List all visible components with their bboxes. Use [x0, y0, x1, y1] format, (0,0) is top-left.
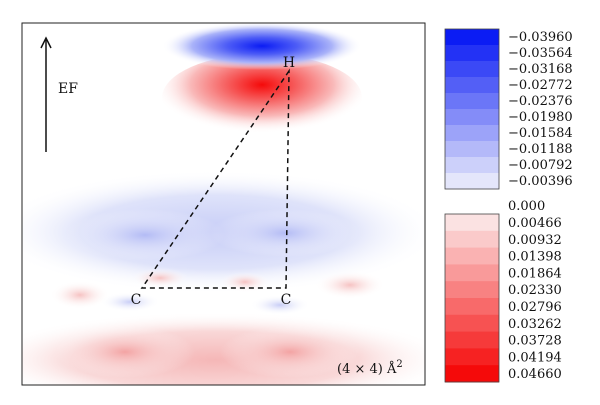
colorbar-swatch-negative-6: [445, 125, 499, 142]
accumulation-small-4: [315, 271, 385, 299]
colorbar-label-positive-3: 0.01864: [508, 266, 562, 281]
colorbar-label-positive-9: 0.04660: [508, 367, 562, 382]
depletion-lobe-right: [210, 209, 360, 257]
bond-triangle: [140, 68, 290, 289]
colorbar-label-negative-2: −0.03168: [508, 62, 573, 77]
colorbar-swatch-positive-0: [445, 214, 499, 232]
accumulation-small-3: [220, 272, 270, 292]
accumulation-lobe-bottom-left: [55, 326, 195, 378]
colorbar-label-negative-5: −0.01980: [508, 110, 573, 125]
colorbar-label-zero: 0.000: [508, 199, 545, 214]
accumulation-lobe-bottom-right: [220, 326, 360, 378]
colorbar-swatch-negative-7: [445, 141, 499, 158]
colorbar-swatch-positive-6: [445, 314, 499, 333]
scale-note-unit: Å: [386, 361, 397, 377]
colorbar-label-negative-1: −0.03564: [508, 46, 573, 61]
colorbar-frame-positive: [444, 213, 500, 383]
colorbar-label-negative-7: −0.01188: [508, 142, 573, 157]
colorbar-label-negative-6: −0.01584: [508, 126, 573, 141]
atom-label-h: H: [283, 55, 295, 71]
colorbar-label-positive-5: 0.02796: [508, 300, 562, 315]
colorbar-label-positive-0: 0.00466: [508, 216, 562, 231]
colorbar-label-positive-6: 0.03262: [508, 317, 562, 332]
scale-note-exponent: 2: [396, 359, 402, 370]
accumulation-lobe-top: [162, 54, 362, 142]
colorbar-swatch-positive-7: [445, 331, 499, 349]
colorbar-label-positive-7: 0.03728: [508, 334, 562, 349]
depletion-small-2: [250, 295, 310, 315]
field-label: EF: [58, 81, 78, 97]
colorbar-label-negative-9: −0.00396: [508, 174, 573, 189]
colorbar-swatch-negative-9: [445, 173, 499, 190]
colorbar-label-negative-4: −0.02376: [508, 94, 573, 109]
colorbar-swatch-positive-1: [445, 230, 499, 249]
colorbar-swatch-positive-4: [445, 281, 499, 299]
depletion-small-1: [100, 292, 160, 312]
depletion-lobe-top: [162, 23, 362, 70]
density-map: [22, 23, 425, 385]
atom-label-c-right: C: [281, 292, 292, 308]
field-arrow: [40, 36, 52, 152]
colorbar-label-negative-3: −0.02772: [508, 78, 573, 93]
colorbar-swatch-negative-3: [445, 77, 499, 94]
colorbar-label-positive-1: 0.00932: [508, 233, 562, 248]
depletion-lobe-left: [65, 209, 225, 261]
colorbar-swatch-negative-5: [445, 109, 499, 126]
colorbar-swatch-positive-8: [445, 348, 499, 366]
scale-note: (4 × 4) Å2: [337, 359, 403, 377]
scale-note-prefix: (4 × 4): [337, 362, 387, 377]
accumulation-small-2: [132, 268, 188, 288]
colorbar-label-negative-8: −0.00792: [508, 158, 573, 173]
colorbar-swatch-positive-2: [445, 247, 499, 265]
colorbar-swatch-negative-4: [445, 93, 499, 110]
colorbar-label-negative-0: −0.03960: [508, 30, 573, 45]
colorbar: −0.03960−0.03564−0.03168−0.02772−0.02376…: [444, 28, 573, 383]
accumulation-small-1: [50, 281, 110, 309]
colorbar-swatch-negative-2: [445, 61, 499, 78]
plot-frame: [21, 22, 426, 386]
colorbar-swatch-negative-0: [445, 29, 499, 46]
colorbar-label-positive-8: 0.04194: [508, 350, 562, 365]
colorbar-swatch-negative-1: [445, 45, 499, 62]
colorbar-swatch-positive-9: [445, 365, 499, 383]
colorbar-label-positive-4: 0.02330: [508, 283, 562, 298]
colorbar-swatch-positive-3: [445, 264, 499, 282]
colorbar-frame-negative: [444, 28, 500, 190]
colorbar-swatch-positive-5: [445, 298, 499, 316]
colorbar-label-positive-2: 0.01398: [508, 250, 562, 265]
atom-label-c-left: C: [131, 292, 142, 308]
colorbar-swatch-negative-8: [445, 157, 499, 174]
